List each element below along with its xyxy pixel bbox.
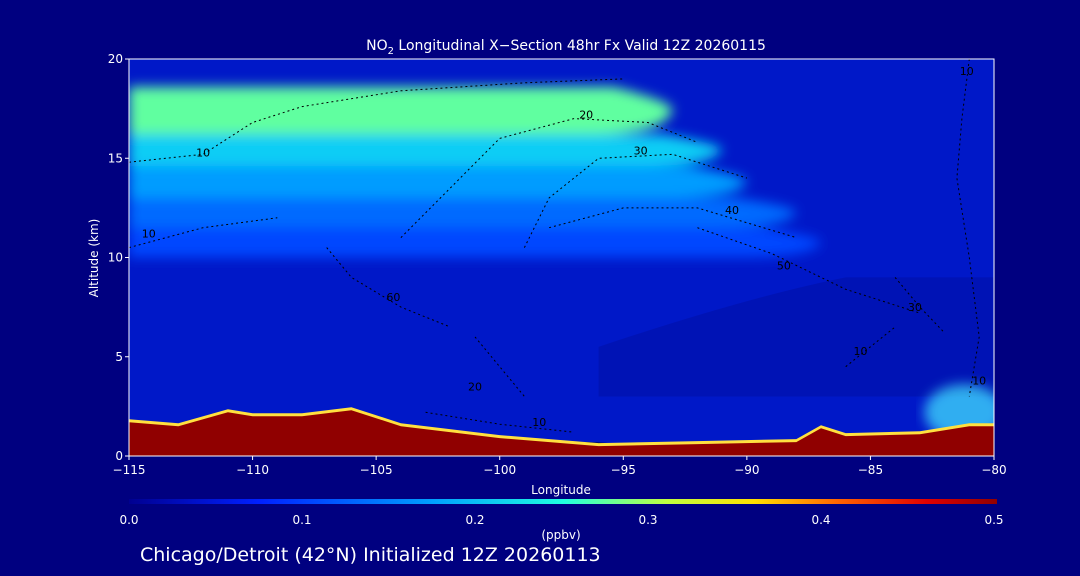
title-subscript: 2 [388,46,394,57]
contour-label-12: 10 [960,65,974,78]
contour-label-9: 30 [908,301,922,314]
surface-layer-fill [129,410,994,456]
contour-label-10: 10 [854,345,868,358]
contour-line-9 [845,326,896,368]
colorbar-tick-2: 0.2 [465,513,484,527]
x-tick-label-6: −85 [858,463,883,477]
concentration-band-4 [129,227,821,258]
y-tick-label-3: 15 [108,151,123,165]
contour-label-2: 30 [634,144,648,157]
contour-line-11 [956,59,980,397]
contour-label-5: 10 [142,228,156,241]
x-tick-label-0: −115 [113,463,146,477]
concentration-band-0 [129,86,673,135]
contour-lines: 10 20 30 40 50 10 60 20 10 30 10 10 10 [129,59,986,449]
concentration-band-3 [129,197,797,228]
concentration-band-2 [129,166,747,198]
x-tick-label-4: −95 [611,463,636,477]
colorbar-tick-0: 0.0 [119,513,138,527]
y-axis-label: Altitude (km) [87,219,101,298]
x-tick-label-3: −100 [483,463,516,477]
chart-title: NO2 Longitudinal X−Section 48hr Fx Valid… [366,38,766,57]
x-axis-label: Longitude [531,483,591,497]
colorbar: 0.0 0.1 0.2 0.3 0.4 0.5 (ppbv) [119,499,1004,542]
plot-area: 10 20 30 40 50 10 60 20 10 30 10 10 10 [129,59,994,456]
contour-label-11: 10 [972,375,986,388]
title-rest: Longitudinal X−Section 48hr Fx Valid 12Z… [394,38,766,54]
footer-caption: Chicago/Detroit (42°N) Initialized 12Z 2… [140,544,601,566]
x-tick-label-1: −110 [236,463,269,477]
x-tick-label-2: −105 [360,463,393,477]
colorbar-tick-1: 0.1 [292,513,311,527]
contour-label-7: 20 [468,381,482,394]
concentration-bands [129,86,821,258]
y-tick-label-1: 5 [115,350,123,364]
colorbar-unit: (ppbv) [541,528,580,542]
contour-line-5 [129,217,278,249]
colorbar-tick-4: 0.4 [811,513,830,527]
east-low-region [598,277,994,397]
y-tick-label-0: 0 [115,449,123,463]
x-axis: −115 −110 −105 −100 −95 −90 −85 −80 [113,456,1007,477]
y-tick-label-2: 10 [108,251,123,265]
y-tick-label-4: 20 [108,52,123,66]
contour-label-0: 10 [196,146,210,159]
colorbar-tick-3: 0.3 [638,513,657,527]
contour-label-1: 20 [579,109,593,122]
x-tick-label-5: −90 [734,463,759,477]
x-tick-label-7: −80 [981,463,1006,477]
contour-line-2 [523,153,748,248]
concentration-band-1 [129,134,723,167]
contour-line-8 [425,411,574,433]
contour-label-8: 10 [532,416,546,429]
y-axis: 0 5 10 15 20 [108,52,129,463]
contour-label-3: 40 [725,204,739,217]
contour-line-0 [129,78,624,163]
colorbar-gradient [129,499,997,504]
contour-label-6: 60 [386,291,400,304]
surface-layer [129,407,994,456]
colorbar-ticks: 0.0 0.1 0.2 0.3 0.4 0.5 [119,513,1003,527]
colorbar-tick-5: 0.5 [984,513,1003,527]
contour-label-4: 50 [777,259,791,272]
